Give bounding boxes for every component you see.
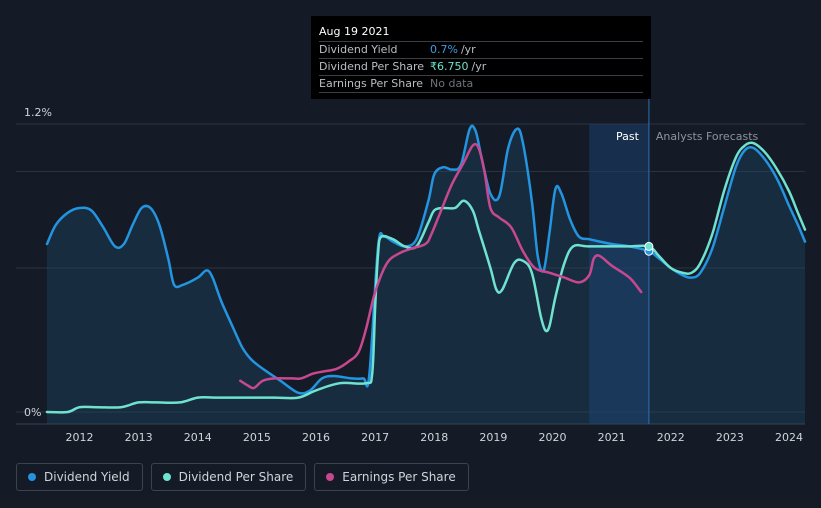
tooltip-date: Aug 19 2021	[319, 25, 390, 38]
forecast-label: Analysts Forecasts	[656, 130, 759, 143]
x-tick-label: 2021	[598, 431, 626, 444]
legend-label: Earnings Per Share	[342, 470, 456, 484]
tooltip-unit: /yr	[471, 60, 487, 73]
dividend-per-share-line	[45, 141, 807, 414]
x-tick-label: 2013	[125, 431, 153, 444]
x-tick-label: 2016	[302, 431, 330, 444]
dividend-per-share-marker	[644, 241, 654, 251]
tooltip-row-earnings-per-share: Earnings Per Share No data	[319, 75, 643, 93]
x-tick-label: 2024	[775, 431, 803, 444]
x-tick-label: 2014	[184, 431, 212, 444]
y-axis: 1.2% 0%	[24, 106, 52, 419]
tooltip-row-dividend-per-share: Dividend Per Share ₹6.750 /yr	[319, 58, 643, 75]
x-tick-label: 2015	[243, 431, 271, 444]
chart-legend: Dividend Yield Dividend Per Share Earnin…	[16, 463, 469, 491]
tooltip: Aug 19 2021 Dividend Yield 0.7% /yr Divi…	[311, 16, 651, 99]
x-axis: 2012 2013 2014 2015 2016 2017 2018 2019 2020 2021…	[66, 431, 804, 444]
legend-dot-icon	[326, 473, 335, 481]
legend-item-dividend-yield[interactable]: Dividend Yield	[16, 463, 143, 491]
x-tick-label: 2019	[479, 431, 507, 444]
y-axis-min-label: 0%	[24, 406, 41, 419]
chart-markers	[644, 241, 654, 256]
x-tick-label: 2012	[66, 431, 94, 444]
legend-dot-icon	[162, 473, 171, 481]
x-tick-label: 2022	[657, 431, 685, 444]
tooltip-label: Dividend Per Share	[319, 60, 425, 73]
x-tick-label: 2018	[420, 431, 448, 444]
x-tick-label: 2023	[716, 431, 744, 444]
chart-lines	[45, 124, 807, 414]
tooltip-value: No data	[430, 77, 474, 90]
past-label: Past	[616, 130, 640, 143]
legend-dot-icon	[28, 473, 36, 481]
chart-areas	[47, 125, 805, 424]
highlight-region	[589, 124, 649, 424]
legend-item-dividend-per-share[interactable]: Dividend Per Share	[150, 463, 307, 491]
legend-label: Dividend Yield	[44, 470, 130, 484]
dividend-yield-area	[47, 125, 805, 424]
chart-grid	[16, 123, 805, 425]
tooltip-label: Dividend Yield	[319, 43, 398, 56]
x-tick-label: 2020	[539, 431, 567, 444]
legend-item-earnings-per-share[interactable]: Earnings Per Share	[314, 463, 469, 491]
tooltip-value: 0.7%	[430, 43, 458, 56]
y-axis-max-label: 1.2%	[24, 106, 52, 119]
tooltip-unit: /yr	[460, 43, 476, 56]
earnings-per-share-line	[239, 142, 643, 390]
legend-label: Dividend Per Share	[178, 470, 294, 484]
tooltip-row-dividend-yield: Dividend Yield 0.7% /yr	[319, 41, 643, 58]
tooltip-value: ₹6.750	[430, 60, 469, 73]
x-tick-label: 2017	[361, 431, 389, 444]
tooltip-label: Earnings Per Share	[319, 77, 424, 90]
